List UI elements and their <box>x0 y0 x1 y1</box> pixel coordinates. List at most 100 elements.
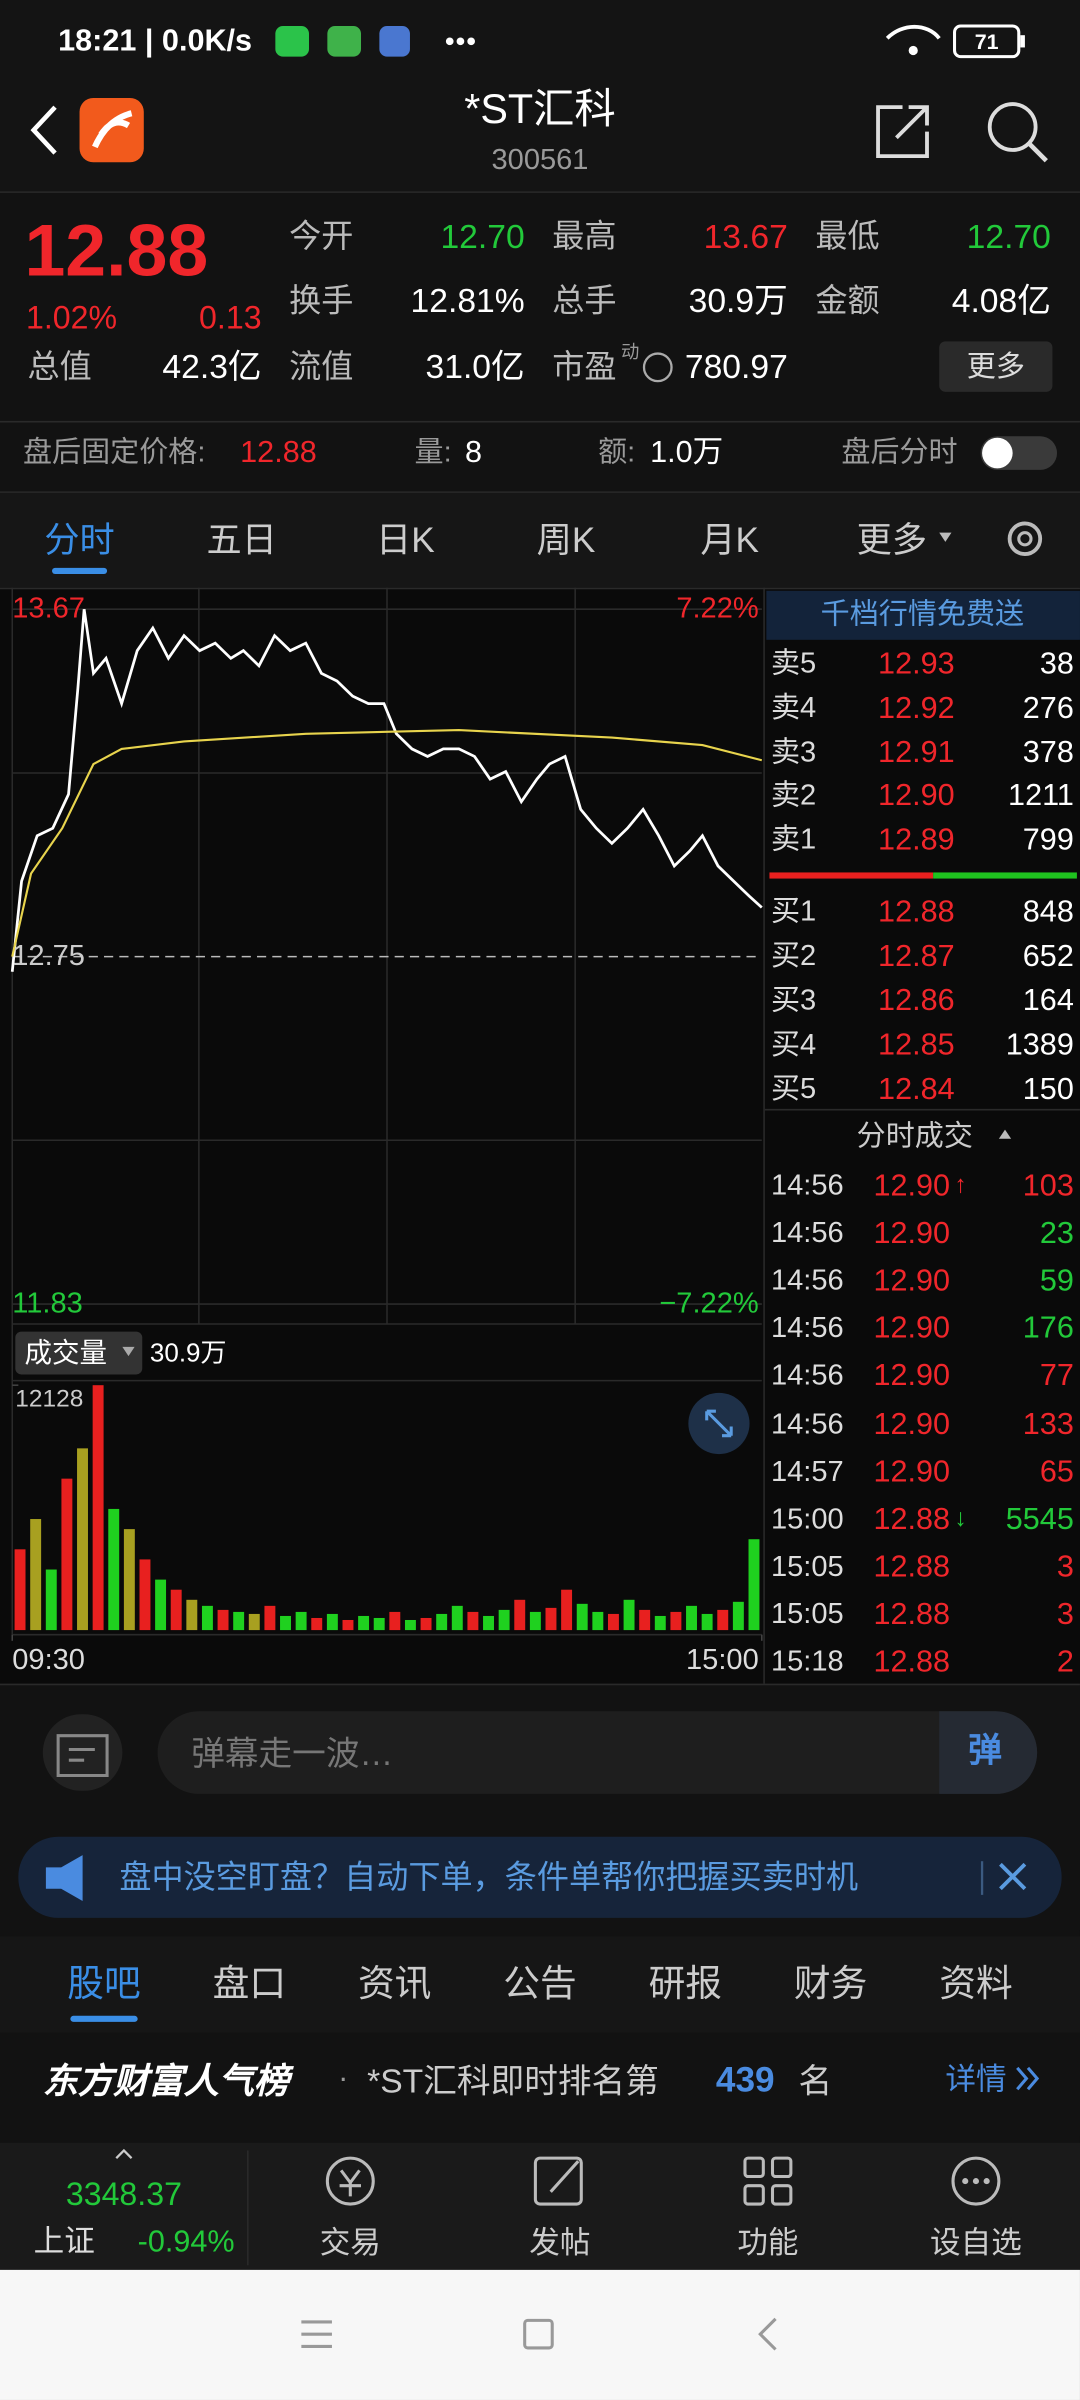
trade-time: 14:57 <box>770 1455 844 1488</box>
trade-volume: 3 <box>1056 1597 1074 1632</box>
order-label: 买5 <box>770 1073 817 1106</box>
stat-label: 总手 <box>552 283 617 320</box>
volume-bar <box>389 1611 401 1631</box>
order-price: 12.88 <box>878 895 955 930</box>
section-tab[interactable]: 股吧 <box>67 1963 141 2006</box>
section-tab-bar <box>0 1936 1080 2033</box>
tab-bar <box>0 492 1080 588</box>
trade-price: 12.90 <box>873 1312 951 1346</box>
trade-time: 15:18 <box>770 1646 844 1679</box>
volume-label[interactable]: 成交量 <box>24 1337 108 1369</box>
section-tab[interactable]: 财务 <box>793 1963 868 2006</box>
quote-panel <box>0 192 1080 492</box>
trade-flag: ↓ <box>954 1505 967 1532</box>
trade-volume: 77 <box>1039 1359 1074 1394</box>
section-tab[interactable]: 研报 <box>648 1963 723 2006</box>
rank-link[interactable]: 详情 <box>945 2063 1007 2097</box>
nav-item[interactable]: 发帖 <box>529 2227 591 2261</box>
order-volume: 652 <box>1022 939 1074 974</box>
danmu-button-label[interactable]: 弹 <box>968 1731 1002 1770</box>
volume-bar <box>545 1607 557 1631</box>
trade-volume: 2 <box>1056 1645 1074 1680</box>
volume-bar <box>123 1529 135 1631</box>
trade-price: 12.90 <box>873 1169 951 1204</box>
change-amount: 0.13 <box>199 300 262 336</box>
chart-tab[interactable]: 五日 <box>206 519 277 560</box>
trade-price: 12.88 <box>873 1550 951 1584</box>
volume-bar <box>170 1589 182 1631</box>
comment-placeholder[interactable]: 弹幕走一波… <box>191 1734 394 1773</box>
index-value[interactable]: 3348.37 <box>65 2177 182 2213</box>
volume-selector[interactable] <box>15 1331 143 1375</box>
volume-bar <box>701 1613 713 1631</box>
trade-volume: 23 <box>1039 1216 1074 1251</box>
order-price: 12.86 <box>878 984 955 1018</box>
danmu-button[interactable] <box>939 1711 1038 1794</box>
after-hours-amount: 1.0万 <box>650 436 724 470</box>
rank-brand: 东方财富人气榜 <box>42 2060 290 2101</box>
chart-tab[interactable]: 周K <box>536 519 596 560</box>
volume-bar <box>92 1385 104 1631</box>
volume-bar <box>654 1615 666 1631</box>
chart-tab[interactable]: 月K <box>700 519 759 560</box>
rank-row[interactable] <box>0 2032 1080 2137</box>
order-book-title[interactable]: 千档行情免费送 <box>820 599 1025 632</box>
order-volume: 1389 <box>1005 1028 1074 1063</box>
order-price: 12.84 <box>878 1072 955 1107</box>
chart-tab[interactable]: 分时 <box>44 519 115 560</box>
app-logo <box>79 97 144 163</box>
last-price: 12.88 <box>24 211 209 293</box>
volume-bar <box>592 1611 604 1631</box>
volume-bar <box>233 1611 245 1631</box>
nav-item[interactable]: 功能 <box>737 2227 799 2261</box>
order-label: 买1 <box>770 896 817 929</box>
after-hours-amount-label: 额: <box>598 436 636 470</box>
chart-panel <box>0 587 1080 1686</box>
volume-bar <box>686 1605 697 1631</box>
system-nav <box>0 2269 1080 2400</box>
after-hours-volume-label: 量: <box>414 436 452 470</box>
section-tab[interactable]: 公告 <box>503 1963 577 2006</box>
banner-text[interactable]: 盘中没空盯盘？自动下单，条件单帮你把握买卖时机 <box>119 1860 859 1896</box>
order-label: 买3 <box>770 984 817 1018</box>
trade-volume: 133 <box>1022 1407 1074 1442</box>
after-hours-label: 盘后固定价格: <box>22 436 206 470</box>
volume-bar <box>264 1605 276 1631</box>
after-hours-toggle-label[interactable]: 盘后分时 <box>841 436 958 470</box>
order-volume: 276 <box>1022 691 1074 726</box>
y2-tick-label: 7.22% <box>676 593 759 626</box>
order-volume: 164 <box>1022 984 1074 1018</box>
chart-tab[interactable]: 更多 <box>856 519 927 560</box>
chart-tab[interactable]: 日K <box>376 519 435 560</box>
top-bar <box>0 0 1080 192</box>
volume-bar <box>514 1599 526 1631</box>
volume-bar <box>529 1611 541 1631</box>
nav-item[interactable]: 设自选 <box>930 2227 1022 2261</box>
section-tab[interactable]: 资讯 <box>357 1963 432 2006</box>
promo-banner[interactable] <box>18 1836 1062 1918</box>
order-book-header[interactable] <box>766 590 1080 640</box>
battery-level: 71 <box>974 29 999 54</box>
more-button[interactable] <box>939 341 1053 392</box>
order-price: 12.92 <box>878 691 955 726</box>
order-price: 12.89 <box>878 823 955 858</box>
index-change: -0.94% <box>137 2225 235 2260</box>
volume-tick-label: 12128 <box>15 1386 84 1413</box>
volume-bar <box>404 1619 416 1631</box>
toggle-knob <box>982 437 1013 469</box>
volume-total: 30.9万 <box>149 1338 227 1368</box>
comment-input[interactable] <box>157 1711 1038 1794</box>
order-label: 卖4 <box>770 692 817 725</box>
nav-item[interactable]: 交易 <box>319 2227 381 2261</box>
trade-time: 14:56 <box>770 1265 844 1298</box>
stat-value: 4.08亿 <box>951 281 1051 320</box>
section-tab[interactable]: 盘口 <box>212 1963 287 2006</box>
comment-icon[interactable] <box>42 1714 123 1791</box>
more-button-label[interactable]: 更多 <box>966 351 1025 384</box>
order-volume: 799 <box>1022 823 1074 858</box>
order-label: 卖5 <box>770 648 817 681</box>
section-tab[interactable]: 资料 <box>939 1963 1013 2006</box>
volume-bar <box>30 1519 42 1631</box>
